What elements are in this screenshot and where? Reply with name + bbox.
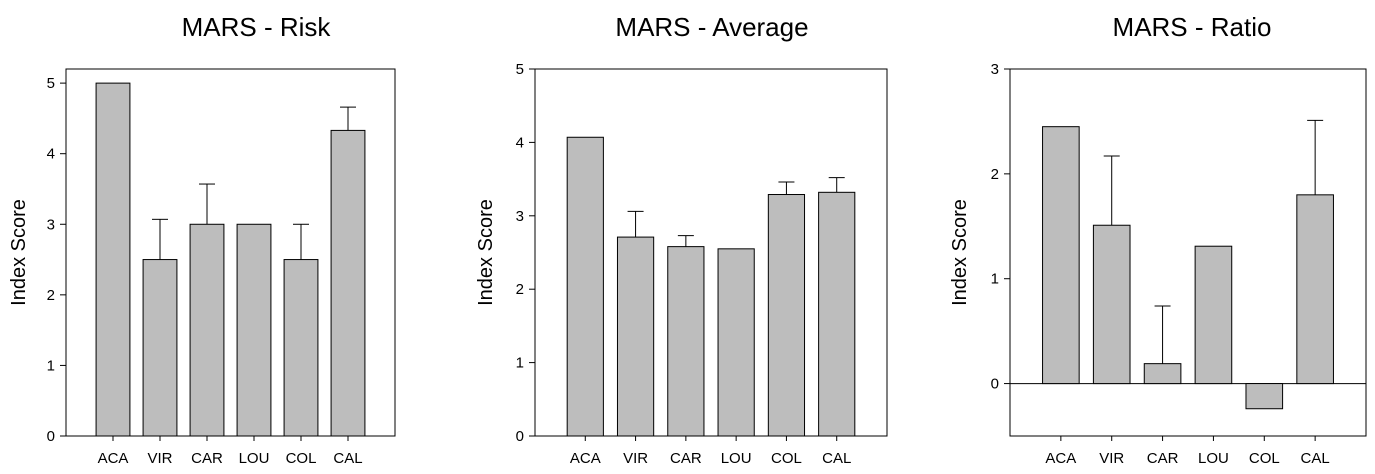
x-tick-label: CAL (1301, 450, 1330, 467)
chart-title: MARS - Average (615, 12, 808, 42)
y-tick-label: 1 (516, 355, 524, 372)
y-tick-label: 5 (516, 61, 524, 78)
chart-title: MARS - Risk (182, 12, 332, 42)
y-tick-label: 0 (991, 376, 999, 393)
x-tick-label: ACA (570, 450, 601, 467)
y-axis-label: Index Score (8, 199, 30, 306)
x-tick-label: ACA (98, 450, 129, 467)
bar-lou (717, 248, 755, 437)
y-tick-label: 0 (47, 428, 55, 445)
y-tick-label: 3 (516, 208, 524, 225)
bar-vir (142, 259, 178, 437)
x-tick-label: VIR (623, 450, 648, 467)
plot-frame (65, 68, 396, 437)
y-tick-label: 2 (991, 166, 999, 183)
bar-vir (1092, 224, 1131, 385)
y-tick-label: 2 (47, 287, 55, 304)
y-tick-label: 1 (47, 357, 55, 374)
y-tick-label: 4 (47, 146, 55, 163)
x-tick-label: CAR (191, 450, 223, 467)
y-tick-label: 2 (516, 281, 524, 298)
x-tick-label: CAR (670, 450, 702, 467)
bar-cal (330, 129, 366, 437)
bar-cal (818, 191, 856, 437)
x-tick-label: CAL (822, 450, 851, 467)
bar-aca (1042, 126, 1080, 385)
y-tick-label: 1 (991, 271, 999, 288)
bar-lou (236, 223, 272, 437)
x-tick-label: COL (286, 450, 317, 467)
x-tick-label: VIR (1099, 450, 1124, 467)
bar-aca (566, 136, 604, 437)
y-axis-label: Index Score (949, 199, 971, 306)
y-tick-label: 5 (47, 75, 55, 92)
plot-frame (534, 68, 888, 437)
bar-car (1143, 363, 1182, 385)
y-tick-label: 4 (516, 134, 524, 151)
bar-car (667, 246, 705, 437)
y-tick-label: 3 (991, 61, 999, 78)
plot-frame (1009, 68, 1367, 437)
bar-lou (1194, 245, 1233, 385)
y-tick-label: 3 (47, 216, 55, 233)
x-tick-label: LOU (721, 450, 752, 467)
x-tick-label: CAL (333, 450, 362, 467)
x-tick-label: ACA (1045, 450, 1076, 467)
x-tick-label: LOU (1198, 450, 1229, 467)
x-tick-label: COL (771, 450, 802, 467)
bar-cal (1296, 194, 1334, 385)
y-tick-label: 0 (516, 428, 524, 445)
x-tick-label: VIR (147, 450, 172, 467)
y-axis-label: Index Score (475, 199, 497, 306)
chart-title: MARS - Ratio (1113, 12, 1272, 42)
bar-col (1245, 383, 1284, 410)
bar-vir (616, 236, 655, 437)
bar-col (767, 194, 806, 437)
bar-aca (95, 82, 131, 437)
x-tick-label: LOU (239, 450, 270, 467)
x-tick-label: COL (1249, 450, 1280, 467)
x-tick-label: CAR (1147, 450, 1179, 467)
bar-col (283, 259, 319, 437)
bar-car (189, 223, 225, 437)
